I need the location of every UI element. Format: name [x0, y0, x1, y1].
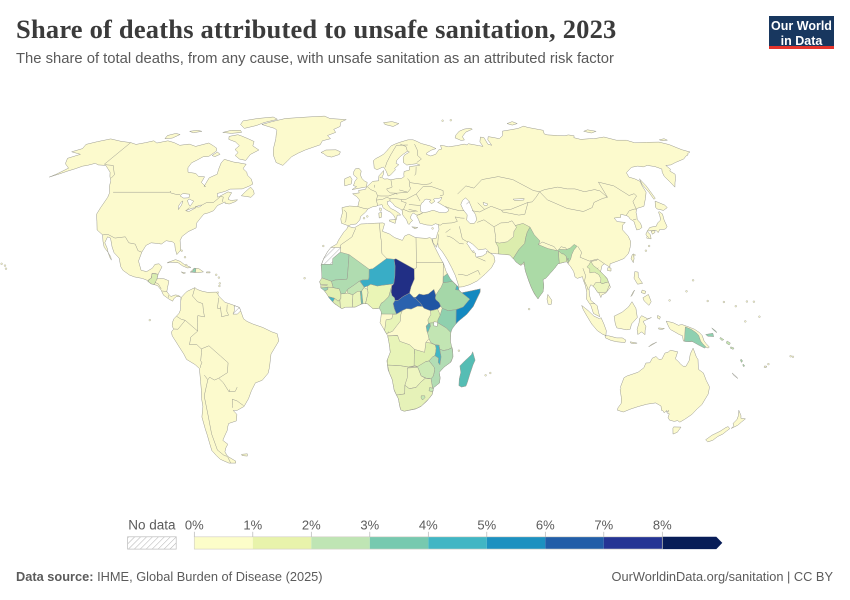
svg-text:4%: 4% — [419, 518, 438, 533]
svg-text:0%: 0% — [185, 518, 204, 533]
svg-text:1%: 1% — [243, 518, 262, 533]
svg-text:8%: 8% — [653, 518, 672, 533]
svg-text:No data: No data — [128, 518, 176, 533]
svg-text:6%: 6% — [536, 518, 555, 533]
svg-text:2%: 2% — [302, 518, 321, 533]
svg-text:7%: 7% — [594, 518, 613, 533]
svg-text:5%: 5% — [477, 518, 496, 533]
svg-text:3%: 3% — [360, 518, 379, 533]
